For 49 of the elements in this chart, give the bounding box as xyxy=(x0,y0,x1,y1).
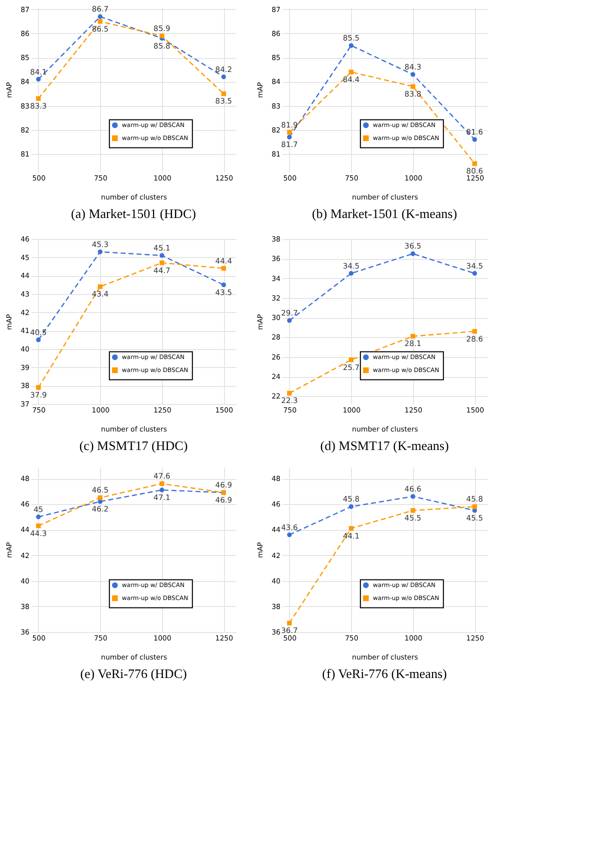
point xyxy=(160,260,164,266)
point xyxy=(287,532,292,538)
point xyxy=(348,43,354,48)
point xyxy=(98,14,102,19)
point xyxy=(348,504,354,509)
point xyxy=(348,70,354,74)
point xyxy=(221,282,226,288)
text: (e) VeRi-776 (HDC) xyxy=(80,666,187,681)
point xyxy=(410,334,416,339)
point xyxy=(472,161,477,166)
text: (b) Market-1501 (K-means) xyxy=(312,206,458,221)
point xyxy=(98,19,102,24)
point xyxy=(410,251,416,256)
point xyxy=(160,488,164,492)
point xyxy=(410,72,416,77)
point xyxy=(472,328,477,334)
point xyxy=(348,271,354,276)
point xyxy=(221,91,226,96)
point xyxy=(221,74,226,80)
text: (c) MSMT17 (HDC) xyxy=(79,438,188,453)
point xyxy=(160,253,164,258)
point xyxy=(221,266,226,271)
point xyxy=(160,481,164,486)
point xyxy=(36,523,41,528)
point xyxy=(287,130,292,135)
point xyxy=(287,390,292,396)
point xyxy=(36,96,41,101)
point xyxy=(36,385,41,390)
point xyxy=(410,84,416,89)
point xyxy=(98,284,102,290)
point xyxy=(287,134,292,140)
point xyxy=(472,504,477,509)
point xyxy=(160,34,164,38)
point xyxy=(410,508,416,513)
text: (d) MSMT17 (K-means) xyxy=(320,438,449,453)
point xyxy=(472,137,477,142)
point xyxy=(98,249,102,254)
point xyxy=(36,514,41,520)
text: (a) Market-1501 (HDC) xyxy=(71,206,196,221)
point xyxy=(287,318,292,323)
point xyxy=(348,357,354,362)
point xyxy=(36,76,41,82)
point xyxy=(410,494,416,499)
point xyxy=(287,620,292,626)
point xyxy=(348,526,354,531)
point xyxy=(472,271,477,276)
point xyxy=(98,495,102,500)
text: (f) VeRi-776 (K-means) xyxy=(322,666,447,681)
point xyxy=(36,337,41,342)
